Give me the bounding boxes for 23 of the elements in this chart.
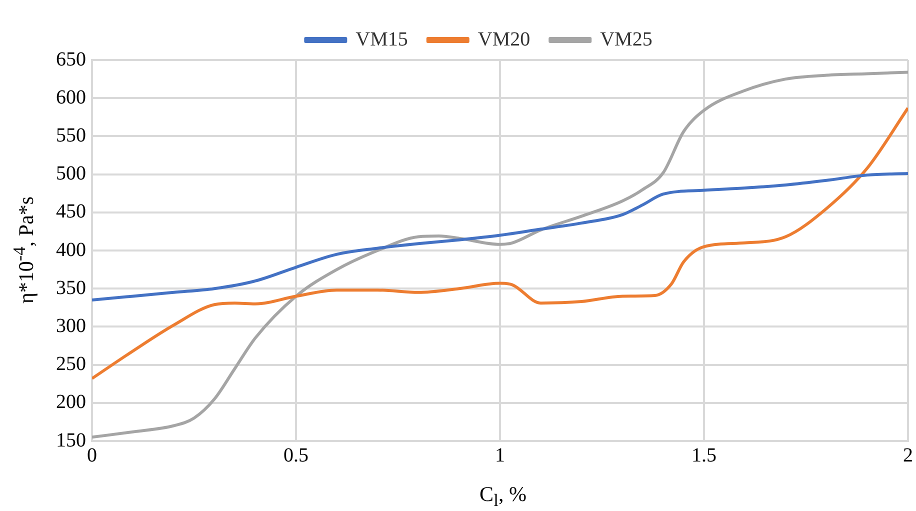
legend-label: VM15 <box>356 28 408 50</box>
line-series <box>92 70 908 439</box>
y-tick-label: 600 <box>56 86 86 108</box>
y-tick-label: 400 <box>56 238 86 261</box>
y-tick-label: 550 <box>56 124 86 146</box>
legend-label: VM20 <box>478 28 530 50</box>
y-tick-label: 450 <box>56 200 86 223</box>
y-tick-label: 250 <box>56 353 86 376</box>
y-tick-label: 300 <box>56 314 86 337</box>
y-tick-label: 150 <box>56 429 86 452</box>
x-tick-label: 0.5 <box>284 444 308 466</box>
y-tick-label: 350 <box>56 276 86 299</box>
y-tick-label: 650 <box>56 48 86 70</box>
line-series <box>92 106 908 380</box>
x-tick-label: 2 <box>903 444 913 466</box>
y-tick-label: 500 <box>56 162 86 185</box>
line-series <box>92 172 908 302</box>
x-tick-label: 1 <box>495 444 505 466</box>
legend-label: VM25 <box>600 28 652 50</box>
x-tick-label: 1.5 <box>692 444 716 466</box>
x-tick-label: 0 <box>87 444 97 466</box>
y-tick-label: 200 <box>56 391 86 414</box>
x-axis-title: C$_{l}$, % <box>480 482 526 511</box>
